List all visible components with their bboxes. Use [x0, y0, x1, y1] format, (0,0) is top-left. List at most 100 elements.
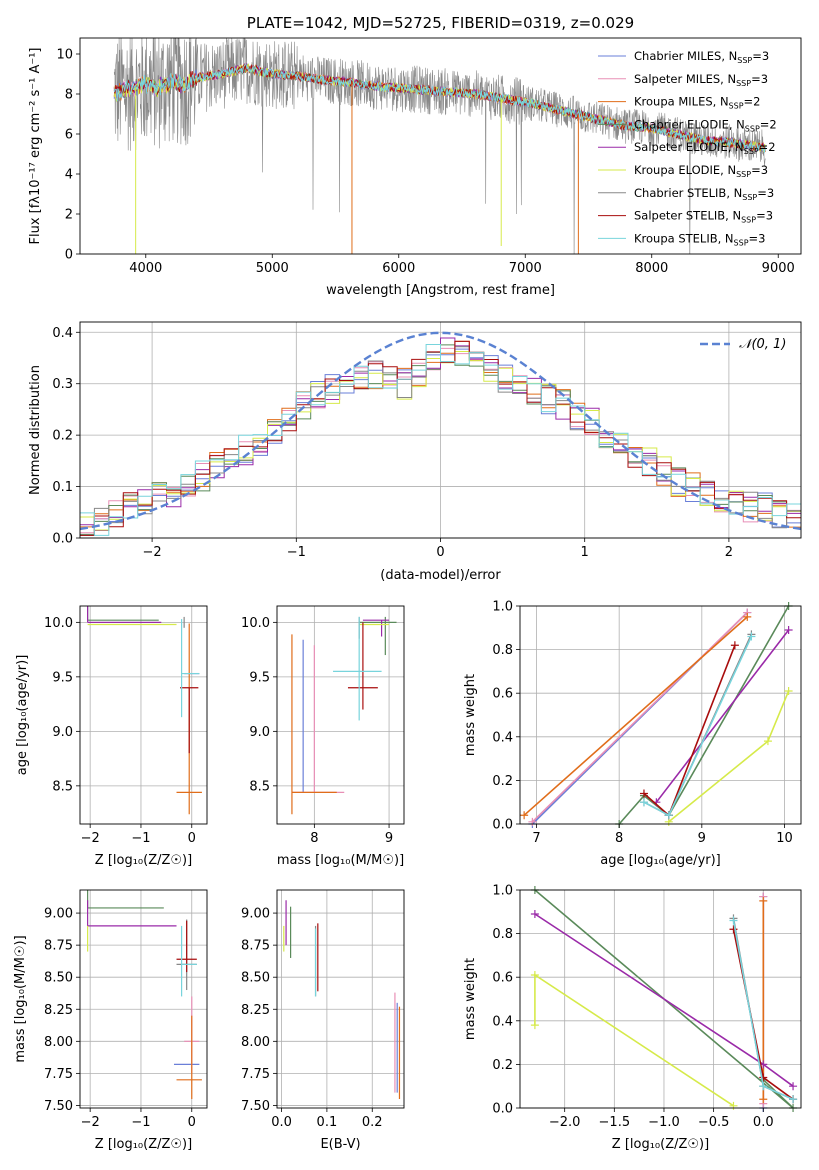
- weight-marker: [530, 1021, 539, 1030]
- legend-entry: Kroupa MILES, NSSP=2: [634, 95, 760, 111]
- x-tick-label: 1: [581, 545, 589, 560]
- y-axis-label: mass weight: [463, 674, 478, 756]
- weight-marker: [763, 737, 772, 746]
- x-tick-label: −1.5: [599, 1115, 631, 1130]
- weight-line-salpeter-elodie: [655, 629, 790, 803]
- residuals-panel: −2 −1 0 1 2 0.0 0.1 0.2 0.3 0.4 (data-model)/error…: [28, 321, 802, 583]
- y-axis-label: age [log₁₀(age/yr)]: [15, 655, 30, 776]
- y-tick-label: 10.0: [44, 616, 73, 631]
- y-tick-label: 8: [65, 88, 73, 103]
- y-tick-label: 9.5: [52, 670, 73, 685]
- x-tick-label: −1: [131, 831, 150, 846]
- y-tick-label: 0.2: [492, 1058, 513, 1073]
- weight-marker: [664, 811, 673, 820]
- weight-marker: [759, 1095, 768, 1104]
- weight-line-chabrier-elodie: [618, 606, 790, 824]
- y-tick-label: 8.75: [44, 939, 73, 954]
- x-tick-label: −2: [81, 831, 100, 846]
- x-axis-label: wavelength [Angstrom, rest frame]: [326, 283, 555, 298]
- y-tick-label: 10.0: [241, 616, 270, 631]
- y-axis-label: mass weight: [463, 958, 478, 1040]
- weight-vs-Z-panel: −2.0 −1.5 −1.0 −0.5 0.0 0.0 0.2 0.4 0.6 0.8 1.0 Z […: [463, 884, 802, 1152]
- legend-entry: Chabrier ELODIE, NSSP=2: [634, 117, 777, 133]
- x-tick-label: −1: [287, 545, 306, 560]
- weight-marker: [729, 925, 738, 934]
- y-axis-label: Normed distribution: [28, 365, 43, 495]
- weight-marker: [747, 632, 756, 641]
- weight-line-chabrier-elodie: [534, 890, 794, 1108]
- x-tick-label: 10: [776, 831, 793, 846]
- x-tick-label: −0.5: [698, 1115, 730, 1130]
- y-tick-label: 1.0: [492, 884, 513, 899]
- axes-frame: [276, 889, 405, 1109]
- x-axis-label: mass [log₁₀(M/M☉)]: [277, 853, 404, 868]
- y-tick-label: 2: [65, 208, 73, 223]
- legend-entry: Chabrier STELIB, NSSP=3: [634, 186, 774, 202]
- weight-marker: [759, 896, 768, 905]
- x-tick-label: 7000: [509, 261, 542, 276]
- chart-title: PLATE=1042, MJD=52725, FIBERID=0319, z=0…: [247, 14, 634, 32]
- x-axis-label: age [log₁₀(age/yr)]: [600, 853, 721, 868]
- y-tick-label: 0.6: [492, 971, 513, 986]
- legend: Chabrier MILES, NSSP=3 Salpeter MILES, NS…: [598, 49, 777, 247]
- legend-entry: Salpeter ELODIE, NSSP=2: [634, 140, 776, 156]
- y-tick-label: 10: [56, 48, 73, 63]
- x-tick-label: −2: [143, 545, 162, 560]
- x-tick-label: 0: [188, 831, 196, 846]
- y-tick-label: 7.75: [44, 1067, 73, 1082]
- y-tick-label: 8.25: [44, 1003, 73, 1018]
- legend-entry: Salpeter MILES, NSSP=3: [634, 72, 768, 88]
- x-tick-label: 4000: [129, 261, 162, 276]
- x-tick-label: 8: [310, 831, 318, 846]
- weight-marker: [730, 641, 739, 650]
- y-tick-label: 0.6: [492, 687, 513, 702]
- y-tick-label: 8.5: [249, 779, 270, 794]
- model-line-kroupa-stelib: [113, 64, 766, 154]
- y-tick-label: 7.50: [241, 1099, 270, 1114]
- weight-marker: [759, 1073, 768, 1082]
- legend-entry: Salpeter STELIB, NSSP=3: [634, 209, 773, 225]
- histogram-kroupa-stelib: [80, 344, 801, 536]
- weight-marker: [759, 1082, 768, 1091]
- x-tick-label: 8000: [635, 261, 668, 276]
- weight-marker: [530, 971, 539, 980]
- weight-line-kroupa-miles: [523, 616, 748, 816]
- weight-line-salpeter-miles: [531, 611, 748, 823]
- observed-spectrum-line: [113, 38, 766, 254]
- x-tick-label: 0.0: [271, 1115, 292, 1130]
- weight-marker: [729, 1101, 738, 1110]
- weight-marker: [639, 789, 648, 798]
- y-tick-label: 0.4: [492, 730, 513, 745]
- y-tick-label: 0.3: [52, 377, 73, 392]
- y-tick-label: 7.75: [241, 1067, 270, 1082]
- y-tick-label: 0.4: [492, 1014, 513, 1029]
- y-tick-label: 8.75: [241, 939, 270, 954]
- weight-marker: [789, 1082, 798, 1091]
- y-tick-label: 8.50: [241, 971, 270, 986]
- x-axis-label: Z [log₁₀(Z/Z☉)]: [612, 1137, 709, 1152]
- x-tick-label: −2: [81, 1115, 100, 1130]
- age-vs-mass-panel: 8 9 8.5 9.0 9.5 10.0 mass [log₁₀(M/M☉)]: [241, 605, 405, 868]
- weight-marker: [528, 817, 537, 826]
- y-tick-label: 0: [65, 248, 73, 263]
- x-tick-label: −2.0: [549, 1115, 581, 1130]
- y-tick-label: 0.2: [492, 774, 513, 789]
- x-tick-label: 0.0: [753, 1115, 774, 1130]
- x-axis-label: (data-model)/error: [380, 568, 501, 583]
- y-tick-label: 9.0: [249, 725, 270, 740]
- weight-marker: [729, 916, 738, 925]
- legend-entry: Kroupa ELODIE, NSSP=3: [634, 163, 768, 179]
- x-tick-label: 0: [436, 545, 444, 560]
- legend-entry: 𝒩(0, 1): [739, 337, 786, 352]
- y-tick-label: 0.2: [52, 429, 73, 444]
- y-tick-label: 9.5: [249, 670, 270, 685]
- x-axis-label: E(B-V): [320, 1137, 360, 1152]
- axes-frame: [79, 605, 208, 825]
- weight-line-salpeter-stelib: [643, 644, 736, 817]
- y-tick-label: 7.50: [44, 1099, 73, 1114]
- age-vs-Z-panel: −2 −1 0 8.5 9.0 9.5 10.0 Z [log₁₀(Z/Z☉)] age [lo…: [15, 605, 208, 868]
- y-tick-label: 8.25: [241, 1003, 270, 1018]
- x-tick-label: 2: [725, 545, 733, 560]
- mass-vs-Z-panel: −2 −1 0 7.50 7.75 8.00 8.25 8.50 8.75 9.00 Z [log₁…: [13, 889, 208, 1152]
